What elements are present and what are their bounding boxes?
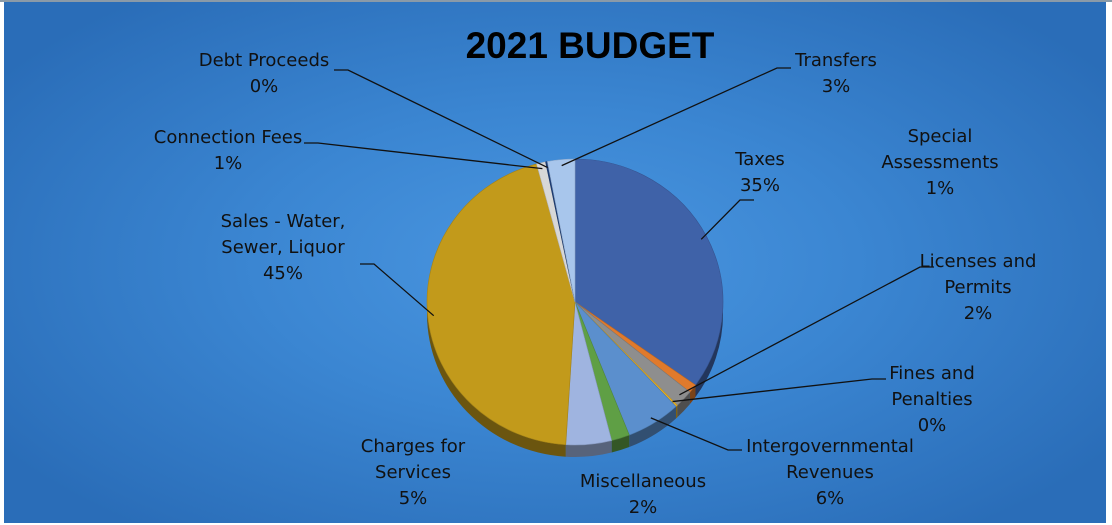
slice-label: Penalties: [891, 389, 972, 410]
leader-line: [360, 264, 434, 316]
slice-percent: 1%: [926, 178, 955, 199]
slice-percent: 3%: [822, 76, 851, 97]
slice-label: Transfers: [794, 50, 877, 71]
slice-label: Debt Proceeds: [199, 50, 330, 71]
slice-label: Intergovernmental: [746, 436, 914, 457]
slice-label: Sales - Water,: [221, 211, 346, 232]
slice-percent: 45%: [263, 263, 303, 284]
slice-percent: 1%: [214, 153, 243, 174]
slice-percent: 6%: [816, 488, 845, 509]
leader-line: [334, 70, 548, 168]
slice-percent: 35%: [740, 175, 780, 196]
slice-label: Licenses and: [920, 251, 1037, 272]
slice-label: Special: [908, 126, 973, 147]
slice-label: Fines and: [889, 363, 975, 384]
slice-percent: 0%: [918, 415, 947, 436]
pie-slice-side: [676, 405, 677, 418]
slice-label: Revenues: [786, 462, 874, 483]
slice-label: Services: [375, 462, 451, 483]
slice-label: Permits: [944, 277, 1011, 298]
slice-label: Charges for: [361, 436, 466, 457]
slice-label: Connection Fees: [154, 127, 302, 148]
slice-percent: 2%: [629, 497, 658, 518]
slice-label: Assessments: [881, 152, 998, 173]
slice-label: Miscellaneous: [580, 471, 706, 492]
leader-line: [701, 200, 754, 239]
slice-label: Taxes: [734, 149, 785, 170]
slice-label: Sewer, Liquor: [221, 237, 345, 258]
slice-percent: 0%: [250, 76, 279, 97]
slice-percent: 2%: [964, 303, 993, 324]
slice-percent: 5%: [399, 488, 428, 509]
